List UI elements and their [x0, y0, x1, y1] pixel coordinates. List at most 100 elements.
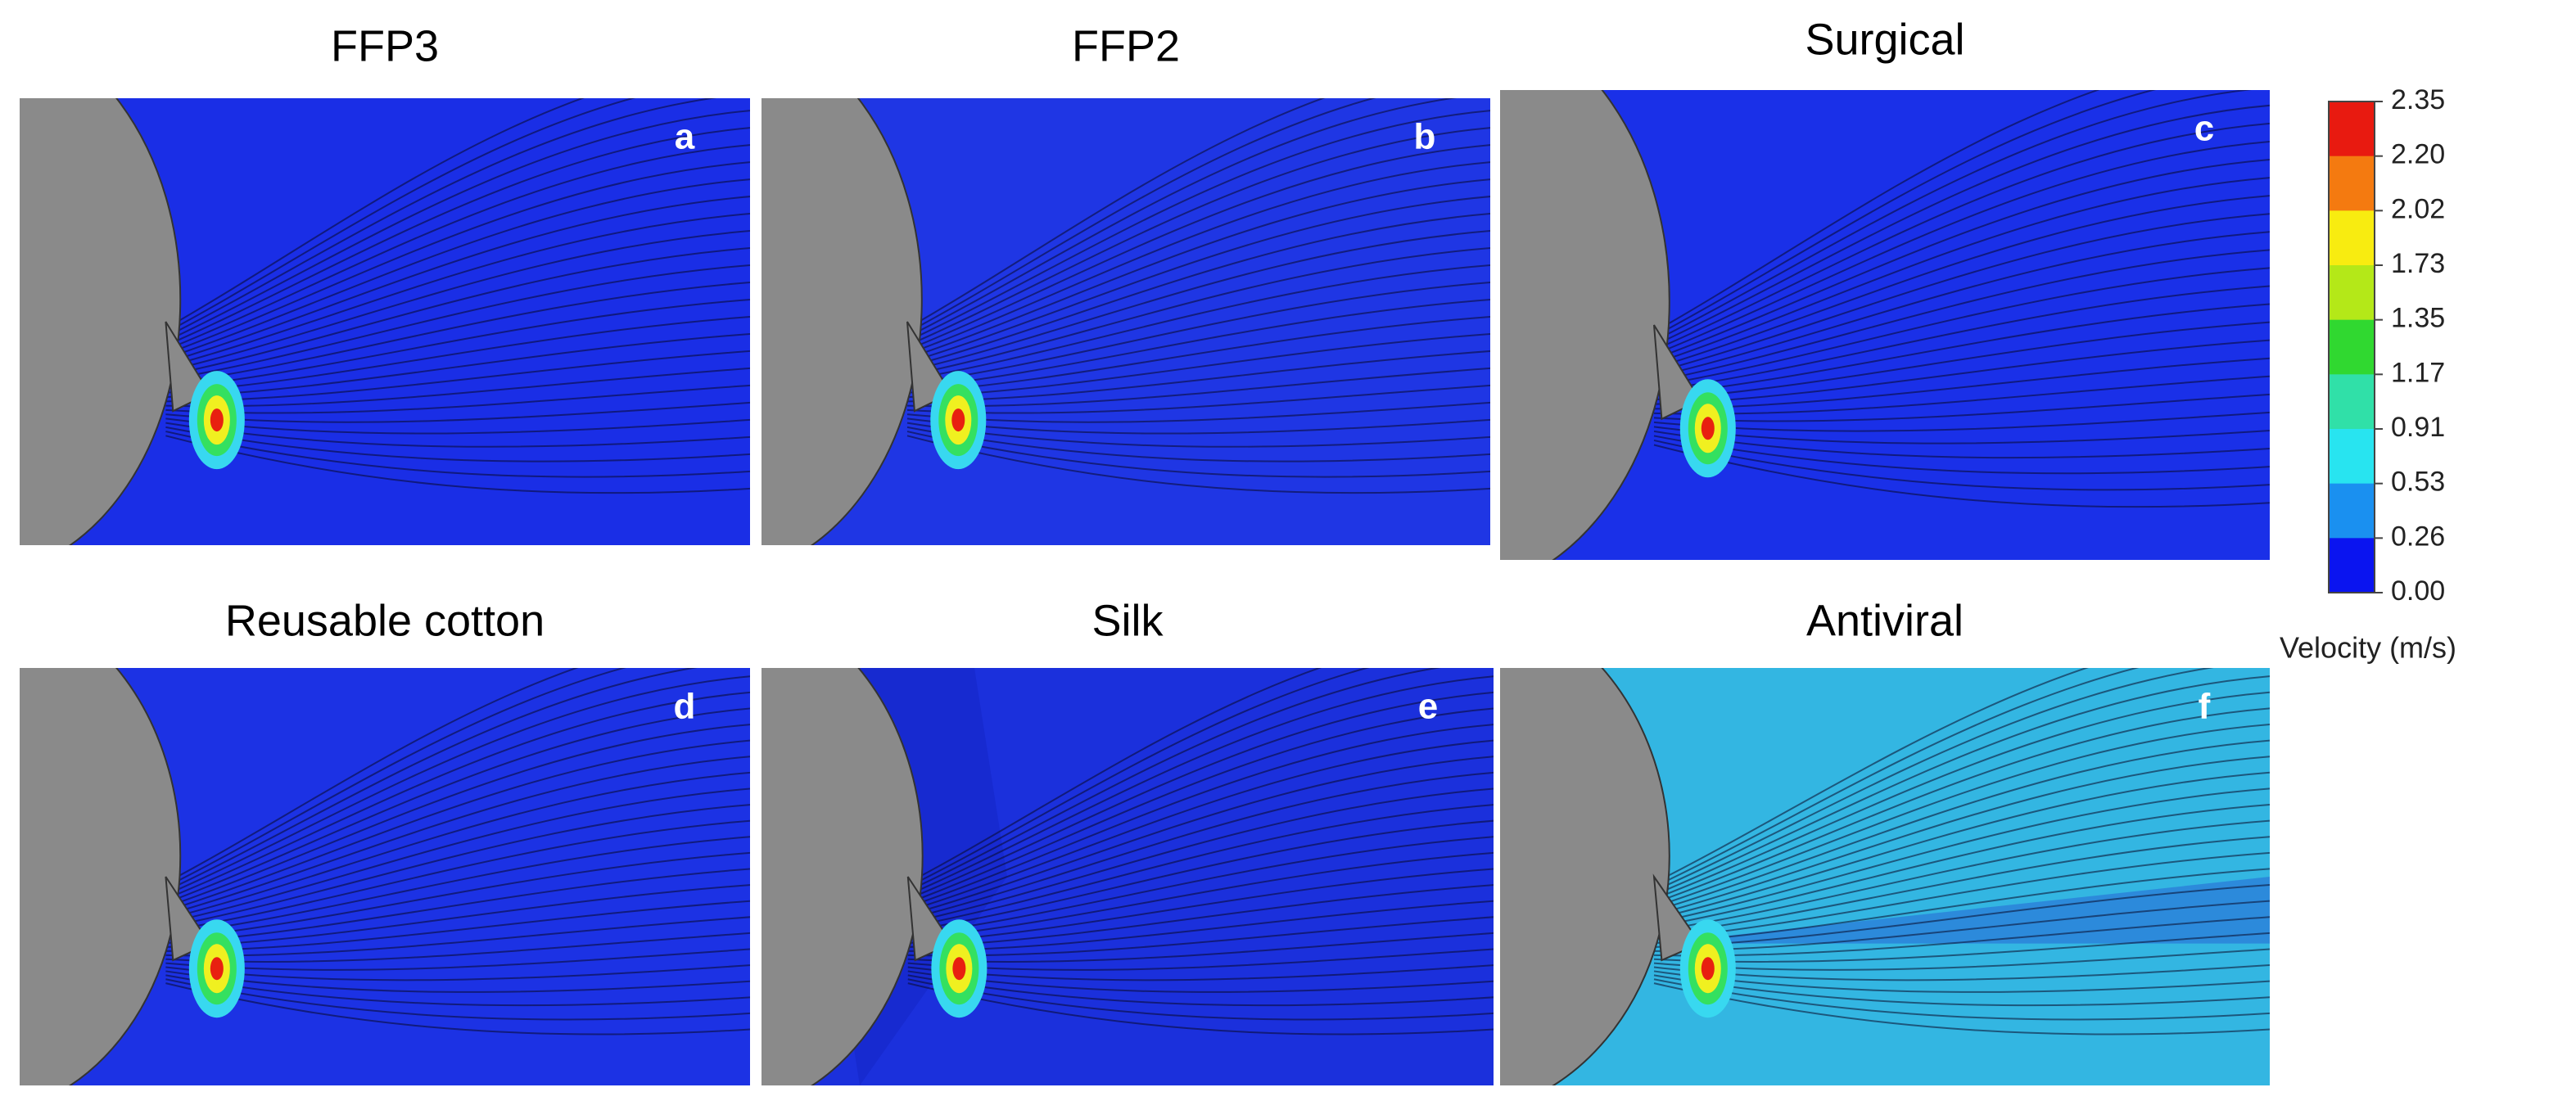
colorbar-frame [2328, 101, 2375, 593]
streamline [165, 332, 750, 399]
streamline [1653, 948, 2270, 971]
streamline [906, 332, 1490, 399]
streamline [1653, 970, 2270, 993]
streamline [1653, 321, 2270, 401]
streamline [1653, 668, 2090, 884]
colorbar-band [2329, 210, 2375, 266]
streamline [906, 110, 1490, 342]
flow-panel: d [20, 668, 750, 1085]
streamline [1653, 90, 2100, 333]
streamline [165, 787, 750, 924]
streamline [165, 196, 750, 364]
streamline [165, 756, 750, 916]
streamline [907, 819, 1494, 932]
streamline [165, 668, 579, 884]
velocity-hotspot [210, 957, 224, 981]
streamline [906, 98, 1326, 329]
streamline [165, 851, 750, 941]
streamline [165, 974, 750, 1007]
panel-letter: e [1418, 687, 1438, 727]
flow-panel: f [1500, 668, 2270, 1085]
streamline [165, 668, 698, 892]
streamline [165, 144, 750, 351]
streamline [165, 675, 750, 896]
streamline [1653, 900, 2270, 952]
streamline [1653, 819, 2270, 932]
streamline [165, 868, 750, 945]
panel-title: Antiviral [1806, 596, 1964, 645]
streamline [1653, 435, 2270, 475]
streamline [1653, 884, 2270, 949]
head [20, 98, 182, 545]
colorbar-tick-label: 0.00 [2391, 575, 2445, 607]
streamline [906, 127, 1490, 347]
streamline [165, 178, 750, 359]
streamline [906, 350, 1490, 403]
streamline [906, 230, 1490, 372]
streamline [165, 431, 750, 478]
streamline [1653, 357, 2270, 410]
streamline [165, 739, 750, 912]
velocity-hotspot [1701, 417, 1715, 440]
streamline [165, 264, 750, 381]
head [20, 668, 182, 1085]
head [1500, 90, 1670, 560]
streamline [907, 900, 1494, 952]
head [1500, 668, 1670, 1085]
streamline [165, 367, 750, 408]
streamline [1653, 285, 2270, 392]
streamline [906, 367, 1490, 408]
streamline [907, 668, 1322, 884]
streamline [1653, 707, 2270, 905]
streamline [907, 868, 1494, 945]
streamline [906, 98, 1457, 338]
streamline [907, 691, 1494, 900]
streamline [165, 213, 750, 368]
colorbar-tick-label: 0.91 [2391, 412, 2445, 443]
streamline [1653, 916, 2270, 957]
streamline [165, 422, 750, 448]
streamline [1653, 90, 2253, 342]
colorbar-tick-label: 2.02 [2391, 193, 2445, 224]
streamline [165, 884, 750, 949]
streamline [165, 230, 750, 372]
streamline [1653, 104, 2270, 346]
streamline [907, 974, 1494, 1007]
streamline [906, 299, 1490, 390]
streamline [1653, 974, 2270, 1007]
streamline [1653, 668, 2214, 892]
streamline [1653, 691, 2270, 900]
colorbar-band [2329, 319, 2375, 375]
streamline [906, 178, 1490, 359]
colorbar-band [2329, 483, 2375, 539]
streamline [906, 431, 1490, 478]
streamline [165, 127, 750, 347]
streamline [906, 435, 1490, 494]
streamline [165, 691, 750, 900]
colorbar-band [2329, 538, 2375, 593]
streamline [907, 970, 1494, 993]
streamline [165, 836, 750, 936]
velocity-hotspot [210, 408, 224, 432]
flow-panel: b [762, 98, 1490, 545]
streamline [907, 851, 1494, 941]
streamline [907, 771, 1494, 920]
colorbar-tick-label: 1.73 [2391, 248, 2445, 279]
streamline [906, 98, 1377, 334]
streamline [1653, 444, 2270, 508]
colorbar-band [2329, 265, 2375, 321]
streamline [165, 282, 750, 386]
streamline [906, 213, 1490, 368]
streamline [906, 282, 1490, 386]
velocity-hotspot [951, 408, 965, 432]
streamline [165, 978, 750, 1021]
streamline [1653, 756, 2270, 916]
streamline [165, 98, 585, 329]
panel-letter: b [1414, 117, 1436, 157]
streamline [906, 196, 1490, 364]
streamline [907, 884, 1494, 949]
streamline [907, 707, 1494, 905]
colorbar-tick-label: 0.53 [2391, 467, 2445, 498]
